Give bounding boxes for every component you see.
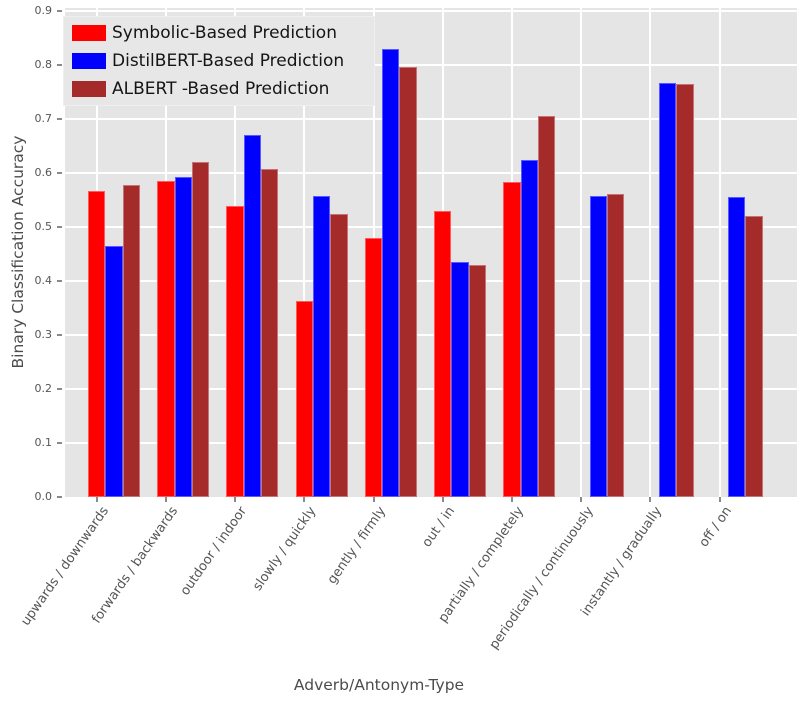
- bar-symbolic-7: [503, 182, 521, 497]
- bar-distilbert-10: [728, 197, 746, 497]
- bar-distilbert-3: [243, 135, 262, 497]
- x-tick-mark: [510, 497, 513, 502]
- gridline-horizontal: [65, 388, 797, 390]
- legend-swatch-symbolic: [72, 25, 106, 41]
- y-tick-mark: [57, 442, 62, 444]
- x-tick-label: off / on: [696, 504, 735, 551]
- x-tick-mark: [718, 497, 721, 502]
- gridline-horizontal: [65, 172, 797, 174]
- bar-albert-5: [399, 67, 417, 497]
- legend: Symbolic-Based Prediction DistilBERT-Bas…: [63, 16, 375, 106]
- bar-distilbert-5: [382, 49, 400, 497]
- legend-label-distilbert: DistilBERT-Based Prediction: [112, 51, 345, 71]
- bar-distilbert-1: [105, 246, 123, 497]
- y-tick-mark: [57, 118, 62, 120]
- x-tick-label: instantly / gradually: [578, 504, 666, 620]
- legend-label-albert: ALBERT -Based Prediction: [112, 79, 330, 99]
- y-tick-mark: [57, 10, 62, 12]
- y-tick-label: 0.5: [34, 220, 53, 233]
- bar-symbolic-6: [434, 211, 452, 497]
- y-tick-mark: [57, 388, 62, 390]
- gridline-vertical: [580, 8, 583, 497]
- legend-swatch-distilbert: [72, 53, 106, 69]
- y-tick-label: 0.0: [34, 490, 53, 503]
- bar-albert-2: [191, 162, 210, 497]
- x-tick-mark: [95, 497, 98, 502]
- x-tick-label: gently / firmly: [324, 504, 389, 587]
- y-tick-mark: [57, 280, 62, 282]
- gridline-vertical: [718, 8, 721, 497]
- y-tick-mark: [57, 334, 62, 336]
- bar-symbolic-2: [157, 181, 175, 497]
- y-tick-mark: [57, 64, 62, 66]
- gridline-horizontal: [65, 280, 797, 282]
- bar-symbolic-5: [364, 238, 383, 497]
- bar-albert-1: [122, 185, 140, 497]
- bar-distilbert-2: [174, 177, 192, 497]
- bar-distilbert-4: [312, 196, 331, 497]
- gridline-horizontal: [65, 334, 797, 336]
- x-tick-mark: [303, 497, 306, 502]
- y-tick-mark: [57, 226, 62, 228]
- x-tick-label: out / in: [419, 504, 458, 551]
- x-tick-label: outdoor / indoor: [177, 504, 251, 599]
- x-tick-mark: [164, 497, 167, 502]
- x-tick-mark: [372, 497, 375, 502]
- bar-distilbert-8: [589, 196, 608, 497]
- bar-distilbert-6: [451, 262, 469, 497]
- plot-area: [65, 8, 797, 497]
- bar-albert-9: [676, 84, 694, 497]
- gridline-horizontal: [65, 442, 797, 444]
- gridline-horizontal: [65, 226, 797, 228]
- bar-albert-3: [261, 169, 279, 497]
- bar-albert-10: [745, 216, 763, 497]
- bar-distilbert-7: [520, 160, 538, 497]
- legend-label-symbolic: Symbolic-Based Prediction: [112, 23, 337, 43]
- bar-albert-8: [607, 194, 625, 497]
- y-tick-label: 0.8: [34, 58, 53, 71]
- x-tick-mark: [580, 497, 583, 502]
- y-tick-mark: [57, 496, 62, 498]
- y-tick-label: 0.6: [34, 166, 53, 179]
- bar-distilbert-9: [658, 83, 677, 497]
- gridline-horizontal: [65, 10, 797, 12]
- x-tick-mark: [649, 497, 652, 502]
- y-axis-title: Binary Classification Accuracy: [9, 135, 27, 369]
- y-tick-label: 0.9: [34, 4, 53, 17]
- y-tick-label: 0.2: [34, 382, 53, 395]
- bar-albert-7: [537, 116, 556, 497]
- x-tick-mark: [441, 497, 444, 502]
- x-tick-label: slowly / quickly: [250, 504, 320, 594]
- bar-albert-4: [330, 214, 348, 497]
- legend-swatch-albert: [72, 81, 106, 97]
- bar-albert-6: [468, 265, 486, 497]
- y-tick-mark: [57, 172, 62, 174]
- gridline-vertical: [649, 8, 652, 497]
- bar-symbolic-1: [88, 191, 106, 497]
- gridline-vertical: [303, 8, 306, 497]
- y-tick-label: 0.1: [34, 436, 53, 449]
- bar-symbolic-3: [226, 206, 244, 497]
- gridline-horizontal: [65, 118, 797, 120]
- y-tick-label: 0.7: [34, 112, 53, 125]
- x-axis-title: Adverb/Antonym-Type: [293, 676, 465, 694]
- bar-symbolic-4: [295, 301, 313, 497]
- x-tick-mark: [234, 497, 237, 502]
- gridline-horizontal: [65, 64, 797, 66]
- y-tick-label: 0.3: [34, 328, 53, 341]
- y-tick-label: 0.4: [34, 274, 53, 287]
